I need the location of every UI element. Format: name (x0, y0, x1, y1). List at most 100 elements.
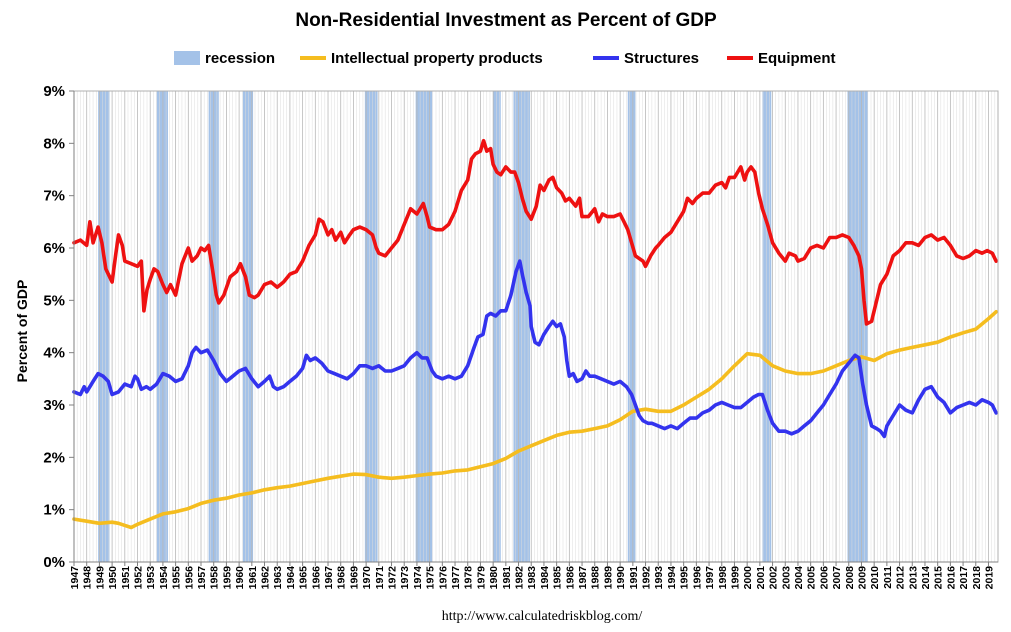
y-tick-label-5: 5% (43, 292, 65, 309)
x-tick-label-1975: 1975 (425, 566, 437, 590)
x-tick-label-1999: 1999 (730, 566, 742, 590)
x-tick-label-2014: 2014 (920, 566, 932, 590)
x-tick-label-2002: 2002 (768, 566, 780, 590)
x-tick-label-1995: 1995 (679, 566, 691, 590)
x-tick-label-1985: 1985 (552, 566, 564, 590)
x-tick-label-1968: 1968 (336, 566, 348, 590)
y-tick-label-6: 6% (43, 240, 65, 257)
x-tick-label-1961: 1961 (247, 566, 259, 590)
x-tick-label-1953: 1953 (145, 566, 157, 590)
recession-band-1 (156, 91, 168, 562)
legend: recession Intellectual property products S… (174, 50, 836, 67)
x-tick-label-2003: 2003 (780, 566, 792, 590)
x-tick-label-1965: 1965 (298, 566, 310, 590)
x-tick-label-1951: 1951 (120, 566, 132, 590)
x-tick-label-1962: 1962 (260, 566, 272, 590)
y-tick-label-0: 0% (43, 554, 65, 571)
x-tick-label-1971: 1971 (374, 566, 386, 590)
x-tick-label-1986: 1986 (564, 566, 576, 590)
x-tick-label-2009: 2009 (857, 566, 869, 590)
legend-label-equipment: Equipment (758, 50, 836, 67)
x-tick-label-2006: 2006 (818, 566, 830, 590)
recession-band-6 (493, 91, 501, 562)
x-tick-label-1987: 1987 (577, 566, 589, 590)
recession-band-8 (627, 91, 636, 562)
x-tick-label-1980: 1980 (488, 566, 500, 590)
x-tick-label-2012: 2012 (895, 566, 907, 590)
x-tick-label-1959: 1959 (221, 566, 233, 590)
x-tick-label-1976: 1976 (437, 566, 449, 590)
x-tick-label-1966: 1966 (310, 566, 322, 590)
x-tick-label-1983: 1983 (526, 566, 538, 590)
x-tick-label-1998: 1998 (717, 566, 729, 590)
x-tick-label-1964: 1964 (285, 566, 297, 590)
x-tick-label-1997: 1997 (704, 566, 716, 590)
y-tick-label-1: 1% (43, 502, 65, 519)
x-tick-label-1988: 1988 (590, 566, 602, 590)
x-tick-label-2000: 2000 (742, 566, 754, 590)
x-tick-label-2018: 2018 (971, 566, 983, 590)
x-tick-label-1950: 1950 (107, 566, 119, 590)
y-tick-label-3: 3% (43, 397, 65, 414)
x-tick-label-1979: 1979 (475, 566, 487, 590)
x-tick-label-2015: 2015 (933, 566, 945, 590)
chart-title: Non-Residential Investment as Percent of… (295, 10, 717, 31)
x-tick-label-1993: 1993 (653, 566, 665, 590)
x-tick-label-2007: 2007 (831, 566, 843, 590)
x-tick-label-1970: 1970 (361, 566, 373, 590)
x-tick-label-1974: 1974 (412, 566, 424, 590)
plot-area (72, 90, 999, 563)
y-tick-label-4: 4% (43, 345, 65, 362)
x-tick-label-2008: 2008 (844, 566, 856, 590)
x-tick-label-1989: 1989 (602, 566, 614, 590)
x-tick-label-1948: 1948 (82, 566, 94, 590)
x-tick-label-1954: 1954 (158, 566, 170, 590)
x-tick-label-1957: 1957 (196, 566, 208, 590)
x-tick-label-1991: 1991 (628, 566, 640, 590)
x-tick-label-2013: 2013 (907, 566, 919, 590)
x-tick-label-1952: 1952 (133, 566, 145, 590)
x-tick-label-1977: 1977 (450, 566, 462, 590)
x-tick-label-1973: 1973 (399, 566, 411, 590)
series-lines (72, 138, 998, 530)
recession-band-3 (242, 91, 254, 562)
x-tick-label-1949: 1949 (94, 566, 106, 590)
x-tick-label-1978: 1978 (463, 566, 475, 590)
recession-band-0 (98, 91, 110, 562)
x-tick-label-2017: 2017 (958, 566, 970, 590)
x-tick-label-1994: 1994 (666, 566, 678, 590)
x-tick-label-2001: 2001 (755, 566, 767, 590)
x-tick-label-1992: 1992 (641, 566, 653, 590)
series-structures (72, 259, 998, 439)
x-tick-label-1990: 1990 (615, 566, 627, 590)
y-axis: 0% 1% 2% 3% 4% 5% 6% 7% 8% 9% (43, 83, 75, 571)
x-tick-label-2016: 2016 (945, 566, 957, 590)
x-tick-label-1967: 1967 (323, 566, 335, 590)
x-tick-label-1981: 1981 (501, 566, 513, 590)
x-tick-label-1956: 1956 (183, 566, 195, 590)
source-url: http://www.calculatedriskblog.com/ (442, 609, 643, 624)
recession-band-10 (847, 91, 868, 562)
y-axis-label: Percent of GDP (14, 280, 30, 383)
legend-label-intellectual-property-products: Intellectual property products (331, 50, 543, 67)
x-tick-label-1960: 1960 (234, 566, 246, 590)
series-intellectual-property-products (72, 310, 998, 530)
x-tick-label-2019: 2019 (984, 566, 996, 590)
x-tick-label-1963: 1963 (272, 566, 284, 590)
y-tick-label-8: 8% (43, 135, 65, 152)
y-tick-label-7: 7% (43, 188, 65, 205)
x-tick-label-1969: 1969 (348, 566, 360, 590)
series-equipment (72, 138, 998, 326)
x-tick-label-1982: 1982 (514, 566, 526, 590)
x-tick-label-1955: 1955 (171, 566, 183, 590)
legend-label-recession: recession (205, 50, 275, 67)
x-tick-label-1996: 1996 (691, 566, 703, 590)
x-tick-label-2010: 2010 (869, 566, 881, 590)
x-tick-label-2005: 2005 (806, 566, 818, 590)
y-tick-label-2: 2% (43, 449, 65, 466)
x-tick-label-1947: 1947 (69, 566, 81, 590)
x-tick-label-1958: 1958 (209, 566, 221, 590)
x-axis: 1947 1948 1949 1950 1951 1952 1953 1954 1955 1956… (69, 561, 998, 590)
legend-label-structures: Structures (624, 50, 699, 67)
